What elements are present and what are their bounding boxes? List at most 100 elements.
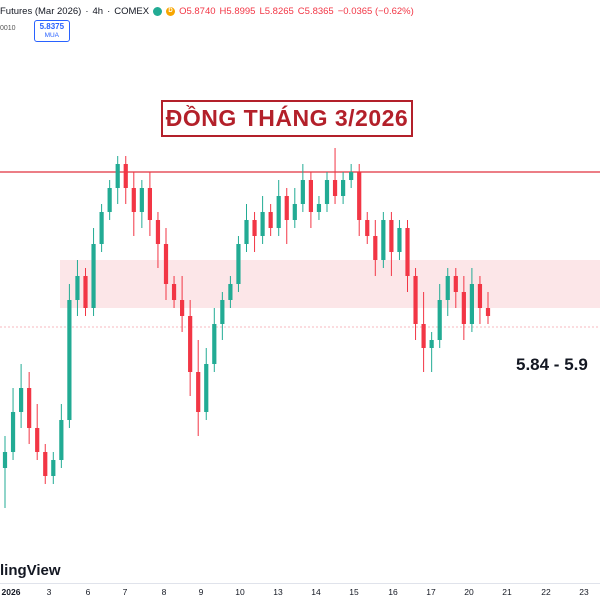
- candle-body: [51, 460, 56, 476]
- candle-body: [196, 372, 201, 412]
- candle-body: [373, 236, 378, 260]
- candle-body: [276, 196, 281, 228]
- candle-body: [437, 300, 442, 340]
- time-axis-tick: 17: [426, 587, 436, 597]
- time-axis-tick: 7: [122, 587, 128, 597]
- candle-body: [349, 172, 354, 180]
- candle-body: [2, 452, 8, 468]
- candle-body: [75, 276, 80, 300]
- time-axis-tick: 3: [46, 587, 52, 597]
- candle-body: [421, 324, 426, 348]
- candle-body: [357, 172, 362, 220]
- buy-label: MUA: [44, 32, 60, 39]
- market-open-icon: [153, 6, 163, 16]
- chart-title: ĐỒNG THÁNG 3/2026: [165, 105, 409, 131]
- candle-body: [429, 340, 434, 348]
- candle-body: [413, 276, 418, 324]
- time-axis-tick: 14: [311, 587, 321, 597]
- candle-body: [389, 220, 394, 252]
- close-value: C5.8365: [297, 5, 334, 17]
- candle-body: [341, 180, 346, 196]
- time-axis-tick: 2026: [1, 587, 21, 597]
- time-axis-tick: 8: [161, 587, 167, 597]
- candle-body: [171, 284, 177, 300]
- candle-body: [260, 212, 265, 236]
- candle-body: [236, 244, 241, 284]
- candle-body: [252, 220, 257, 236]
- candle-body: [469, 284, 474, 324]
- buy-price-value: 5.8375: [39, 22, 65, 31]
- low-value: L5.8265: [259, 5, 294, 17]
- price-tag-row: 0010 5.8375 MUA: [0, 20, 71, 42]
- candle-body: [188, 316, 193, 372]
- candle-body: [308, 180, 313, 212]
- candle-body: [365, 220, 370, 236]
- chart-title-annotation: ĐỒNG THÁNG 3/2026: [161, 100, 413, 137]
- delayed-data-icon: D: [166, 6, 176, 16]
- candle-body: [180, 300, 185, 316]
- candle-body: [131, 188, 136, 212]
- candle-body: [139, 188, 144, 212]
- candle-body: [332, 180, 338, 196]
- candle-body: [244, 220, 249, 244]
- exchange-label: COMEX: [114, 5, 150, 17]
- candle-body: [147, 188, 152, 220]
- change-value: −0.0365 (−0.62%): [337, 5, 414, 17]
- high-value: H5.8995: [219, 5, 256, 17]
- candle-body: [397, 228, 402, 252]
- ohlc-values: O5.8740 H5.8995 L5.8265 C5.8365 −0.0365 (−0.…: [179, 6, 418, 17]
- time-axis-tick: 9: [198, 587, 204, 597]
- candle-body: [10, 412, 16, 452]
- candle-body: [91, 244, 96, 308]
- candle-body: [381, 220, 386, 260]
- candle-body: [204, 364, 209, 412]
- candle-body: [212, 324, 217, 364]
- candle-body: [99, 212, 104, 244]
- candle-body: [316, 204, 322, 212]
- time-axis-tick: 23: [579, 587, 589, 597]
- candle-body: [43, 452, 48, 476]
- candle-body: [453, 276, 458, 292]
- candle-body: [461, 292, 466, 324]
- buy-price-button[interactable]: 5.8375 MUA: [33, 20, 71, 42]
- candle-body: [59, 420, 64, 460]
- time-axis-tick: 20: [464, 587, 474, 597]
- candle-body: [445, 276, 450, 300]
- candle-body: [477, 284, 483, 308]
- time-axis-tick: 16: [388, 587, 398, 597]
- candle-body: [324, 180, 330, 204]
- candle-body: [67, 300, 72, 420]
- time-axis-tick: 10: [235, 587, 245, 597]
- candle-body: [35, 428, 40, 452]
- time-axis-tick: 21: [502, 587, 512, 597]
- time-axis-tick: 15: [349, 587, 359, 597]
- open-value: O5.8740: [179, 5, 216, 17]
- candle-body: [155, 220, 161, 244]
- candle-body: [19, 388, 24, 412]
- candle-body: [268, 212, 273, 228]
- candle-body: [115, 164, 120, 188]
- candle-body: [228, 284, 233, 300]
- candle-body: [300, 180, 305, 204]
- interval-label[interactable]: 4h: [92, 5, 104, 17]
- tradingview-watermark: lingView: [0, 562, 61, 579]
- candle-body: [107, 188, 112, 212]
- left-value: 0010: [0, 25, 16, 32]
- candlestick-chart[interactable]: [0, 0, 600, 583]
- symbol-legend: Futures (Mar 2026) · 4h · COMEX D O5.874…: [0, 3, 418, 19]
- candle-body: [123, 164, 128, 188]
- time-axis-tick: 6: [85, 587, 91, 597]
- candle-body: [27, 388, 32, 428]
- time-axis-tick: 13: [273, 587, 283, 597]
- candle-body: [284, 196, 289, 220]
- symbol-name[interactable]: Futures (Mar 2026): [0, 5, 82, 17]
- candle-body: [485, 308, 491, 316]
- candle-body: [220, 300, 225, 324]
- candle-body: [405, 228, 410, 276]
- support-zone-label: 5.84 - 5.9: [516, 355, 588, 374]
- support-zone: [60, 260, 600, 308]
- time-axis[interactable]: 2026 3 6 7 8 9 10 13 14 15 16 17 20 21 22 23: [0, 583, 600, 601]
- candle-body: [292, 204, 297, 220]
- candle-body: [83, 276, 88, 308]
- time-axis-tick: 22: [541, 587, 551, 597]
